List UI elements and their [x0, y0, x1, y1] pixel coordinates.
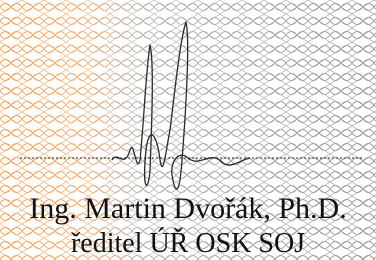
signer-name: Ing. Martin Dvořák, Ph.D. — [29, 192, 346, 225]
stamp-canvas: Ing. Martin Dvořák, Ph.D. ředitel ÚŘ OSK… — [0, 0, 376, 260]
signer-position: ředitel ÚŘ OSK SOJ — [71, 228, 305, 259]
signature-stamp: Ing. Martin Dvořák, Ph.D. ředitel ÚŘ OSK… — [0, 0, 376, 260]
